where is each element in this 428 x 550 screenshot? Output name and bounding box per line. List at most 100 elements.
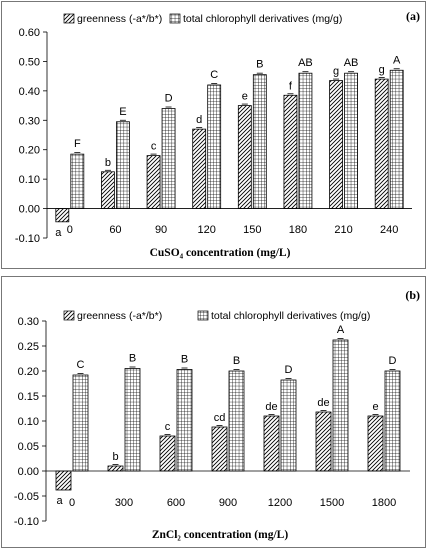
panel-label: (b) — [405, 288, 420, 302]
sig-letter-chlorophyll: D — [389, 355, 397, 367]
chart-panel-zncl2: -0.10 -0.05 0.00 0.05 0.10 0.15 0.20 0.25 0.30 a C… — [1, 276, 426, 548]
sig-letter-greenness: c — [151, 141, 157, 153]
x-tick-label: 150 — [243, 224, 261, 236]
legend-swatch-chlorophyll — [197, 310, 209, 321]
legend-swatch-chlorophyll — [169, 13, 181, 24]
sig-letter-greenness: cd — [214, 412, 226, 424]
bar-chlorophyll — [124, 368, 141, 472]
bar-chlorophyll — [207, 84, 222, 209]
bar-greenness — [237, 105, 252, 209]
bar-greenness — [211, 426, 228, 472]
x-tick-label: 600 — [167, 497, 185, 509]
y-tick-label: 0.30 — [19, 115, 40, 127]
sig-letter-chlorophyll: B — [129, 353, 136, 365]
y-tick-label: 0.00 — [19, 204, 40, 216]
bar-greenness — [263, 415, 280, 472]
bar-greenness — [192, 128, 207, 209]
y-tick-label: 0.30 — [18, 316, 39, 328]
legend: greenness (-a*/b*) total chlorophyll deri… — [63, 13, 342, 25]
bar-chlorophyll — [70, 153, 85, 209]
bar-chlorophyll — [72, 374, 89, 472]
y-tick-label: 0.40 — [19, 86, 40, 98]
legend-label-chlorophyll: total chlorophyll derivatives (mg/g) — [211, 310, 370, 322]
sig-letter-chlorophyll: D — [285, 364, 293, 376]
bar-greenness — [283, 94, 298, 209]
sig-letter-greenness: a — [55, 227, 62, 239]
x-tick-label: 210 — [334, 224, 352, 236]
x-tick-label: 1500 — [320, 497, 344, 509]
bar-chlorophyll — [332, 339, 349, 472]
x-tick-label: 900 — [219, 497, 237, 509]
y-tick-label: -0.10 — [15, 233, 40, 245]
x-tick-label: 180 — [289, 224, 307, 236]
bar-greenness — [55, 470, 72, 491]
cuso4-chart: -0.10 0.00 0.10 0.20 0.30 0.40 0.50 0.60 a F 0 b E 60… — [15, 9, 420, 259]
sig-letter-greenness: e — [372, 401, 378, 413]
bar-greenness — [315, 411, 332, 472]
chart-panel-cuso4: -0.10 0.00 0.10 0.20 0.30 0.40 0.50 0.60 a F 0 b E 60… — [1, 1, 426, 269]
x-tick-label: 1200 — [268, 497, 292, 509]
bar-greenness — [374, 78, 389, 209]
y-tick-label: 0.10 — [18, 416, 39, 428]
x-tick-label: 300 — [115, 497, 133, 509]
bar-chlorophyll — [161, 108, 176, 209]
y-tick-label: 0.50 — [19, 56, 40, 68]
legend-label-chlorophyll: total chlorophyll derivatives (mg/g) — [183, 13, 342, 25]
sig-letter-chlorophyll: AB — [344, 57, 359, 69]
legend-label-greenness: greenness (-a*/b*) — [77, 13, 162, 25]
sig-letter-chlorophyll: C — [77, 359, 85, 371]
sig-letter-greenness: b — [112, 451, 118, 463]
sig-letter-greenness: de — [317, 397, 329, 409]
sig-letter-chlorophyll: B — [181, 354, 188, 366]
bar-greenness — [107, 465, 124, 472]
sig-letter-greenness: d — [196, 114, 202, 126]
sig-letter-greenness: g — [379, 64, 385, 76]
sig-letter-greenness: a — [56, 495, 63, 507]
y-tick-label: 0.25 — [18, 341, 39, 353]
sig-letter-greenness: f — [289, 80, 293, 92]
bar-greenness — [159, 435, 176, 472]
x-tick-label: 120 — [198, 224, 216, 236]
y-tick-label: 0.20 — [19, 145, 40, 157]
x-tick-label: 90 — [155, 224, 167, 236]
y-tick-label: -0.10 — [14, 516, 39, 528]
sig-letter-chlorophyll: A — [337, 324, 345, 336]
legend-swatch-greenness — [63, 310, 75, 321]
x-tick-label: 240 — [380, 224, 398, 236]
y-tick-label: 0.60 — [19, 27, 40, 39]
sig-letter-chlorophyll: D — [165, 93, 173, 105]
bar-chlorophyll — [389, 69, 404, 209]
x-tick-label: 1800 — [372, 497, 396, 509]
x-tick-label: 60 — [109, 224, 121, 236]
bar-chlorophyll — [116, 121, 130, 209]
bar-greenness — [329, 80, 343, 209]
legend-swatch-greenness — [63, 13, 75, 24]
y-tick-label: 0.05 — [18, 441, 39, 453]
x-tick-label: 0 — [69, 497, 75, 509]
bar-chlorophyll — [228, 370, 245, 472]
sig-letter-greenness: e — [242, 91, 248, 103]
sig-letter-chlorophyll: A — [393, 54, 401, 66]
bar-greenness — [55, 208, 70, 223]
zncl2-chart: -0.10 -0.05 0.00 0.05 0.10 0.15 0.20 0.25 0.30 a C… — [14, 288, 420, 541]
bar-greenness — [367, 415, 384, 472]
panel-label: (a) — [406, 9, 420, 23]
sig-letter-chlorophyll: E — [119, 106, 126, 118]
sig-letter-chlorophyll: B — [256, 59, 263, 71]
sig-letter-chlorophyll: C — [210, 69, 218, 81]
bar-chlorophyll — [252, 74, 267, 209]
sig-letter-greenness: g — [333, 66, 339, 78]
legend-label-greenness: greenness (-a*/b*) — [77, 310, 162, 322]
y-tick-label: 0.10 — [19, 174, 40, 186]
sig-letter-chlorophyll: AB — [298, 57, 313, 69]
sig-letter-greenness: c — [165, 421, 171, 433]
legend: greenness (-a*/b*) total chlorophyll deri… — [63, 310, 370, 322]
bar-chlorophyll — [298, 72, 313, 209]
bar-greenness — [146, 155, 161, 209]
y-tick-label: 0.20 — [18, 366, 39, 378]
y-tick-label: -0.05 — [14, 491, 39, 503]
bar-greenness — [101, 171, 115, 209]
bar-chlorophyll — [280, 379, 297, 472]
y-tick-label: 0.15 — [18, 391, 39, 403]
sig-letter-greenness: de — [265, 401, 277, 413]
